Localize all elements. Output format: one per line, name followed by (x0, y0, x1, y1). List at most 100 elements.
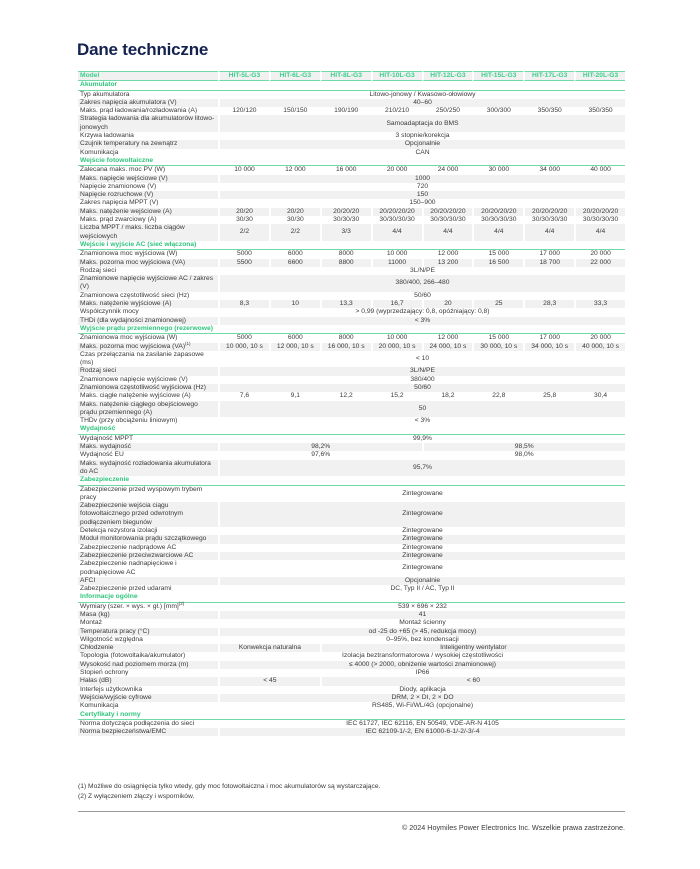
row-value: 12 000 (268, 166, 320, 175)
table-row: Krzywa ładowania 3 stopnie/korekcja (78, 132, 625, 141)
section-header: Wydajność (78, 425, 625, 435)
footnote-ref: (2) (178, 600, 185, 606)
row-value: Montaż ścienny (218, 619, 625, 628)
row-label-text: Maks. napięcie wejściowe (V) (80, 174, 168, 182)
row-label: Topologia (fotowoltaika/akumulator) (78, 652, 218, 660)
row-label-text: Maks. pozorna moc wyjściowa (VA) (80, 258, 186, 266)
row-value: 97,6% (218, 451, 422, 460)
row-value: 50/60 (218, 383, 625, 393)
row-value: 5500 (218, 258, 269, 267)
row-value: 380/400 (218, 375, 625, 384)
row-value: DC, Typ II / AC, Typ II (218, 585, 625, 594)
row-value: 150/150 (268, 107, 320, 116)
model-name: HIT-20L-G3 (574, 71, 625, 82)
section-title: Zabezpieczenie (78, 476, 625, 486)
row-label-text: Zabezpieczenie nadnapięciowe i podnapięc… (80, 560, 177, 576)
table-row: Komunikacja CAN (78, 148, 625, 157)
row-value: 16 000 (319, 166, 371, 175)
row-label-text: Wejście/wyjście cyfrowe (80, 693, 152, 701)
table-row: Strategia ładowania dla akumulatorów lit… (78, 115, 625, 133)
footnote-ref: (1) (185, 340, 191, 346)
row-value: 20 000 (574, 250, 625, 259)
row-value: 33,3 (574, 300, 625, 309)
row-label: Zabezpieczenie wejścia ciągu fotowoltaic… (78, 502, 218, 528)
row-value: 8,3 (218, 300, 269, 309)
row-value: 98,0% (421, 451, 626, 460)
row-label: Napięcie znamionowe (V) (78, 183, 218, 191)
row-value: RS485, Wi-Fi/WL/4G (opcjonalne) (218, 702, 625, 711)
row-label: Współczynnik mocy (78, 308, 218, 316)
table-row: Znamionowe napięcie wyjściowe (V) 380/400 (78, 375, 625, 384)
table-row: Temperatura pracy (°C) od -25 do +65 (> 4… (78, 627, 625, 636)
row-value: 20/20/20/20 (574, 207, 625, 217)
footnotes: (1) Możliwe do osiągnięcia tylko wtedy, … (78, 782, 380, 802)
row-value: 4/4 (523, 224, 575, 241)
row-label: Komunikacja (78, 149, 218, 157)
row-value: 2/2 (268, 224, 320, 241)
row-label: Liczba MPPT / maks. liczba ciągów wejści… (78, 224, 218, 241)
row-value: 95,7% (218, 459, 625, 477)
row-label: Zabezpieczenie przeciwzwarciowe AC (78, 551, 218, 561)
row-label-text: Wilgotność względna (80, 635, 143, 643)
table-row: Napięcie rozruchowe (V) 150 (78, 191, 625, 200)
row-label-text: Masa (kg) (80, 611, 110, 618)
row-label-text: Zabezpieczenie przed wyspowym trybem pra… (80, 485, 203, 501)
row-value: 20/20/20 (319, 207, 371, 217)
row-value: CAN (218, 148, 625, 157)
table-row: Komunikacja RS485, Wi-Fi/WL/4G (opcjonaln… (78, 702, 625, 711)
table-row: Moduł monitorowania prądu szczątkowego Zi… (78, 535, 625, 544)
table-row: Wejście/wyjście cyfrowe DRM, 2 × DI, 2 × … (78, 693, 625, 703)
table-row: Detekcja rezystora izolacji Zintegrowane (78, 527, 625, 536)
row-value: Zintegrowane (218, 535, 625, 544)
row-label: Norma dotycząca podłączenia do sieci (78, 720, 218, 728)
section-header: Informacje ogólne (78, 593, 625, 603)
row-value: 380/400, 266–480 (218, 275, 625, 292)
table-header-row: Model HIT-5L-G3 HIT-6L-G3 HIT-8L-G3 HIT-10L-… (78, 71, 625, 82)
row-label-text: Liczba MPPT / maks. liczba ciągów wejści… (80, 224, 185, 240)
row-label: Zabezpieczenie nadprądowe AC (78, 544, 218, 552)
row-value: > 0,99 (wyprzedzający: 0,8, opóźniający:… (218, 308, 625, 317)
row-label: Norma bezpieczeństwa/EMC (78, 728, 218, 737)
table-row: Norma bezpieczeństwa/EMC IEC 62109-1/-2, … (78, 728, 625, 737)
row-value: 40 000, 10 s (574, 342, 625, 351)
row-value: 10 000 (370, 250, 422, 259)
row-value: 8000 (319, 250, 371, 259)
section-title: Wejście i wyjście AC (sieć włączona) (78, 241, 625, 251)
row-label: Zalecana maks. moc PV (W) (78, 166, 218, 174)
row-value: 40–60 (218, 98, 625, 108)
row-value: 22,8 (472, 392, 523, 401)
row-value: 30/30/30/30 (523, 216, 574, 225)
row-label: Maks. wydajność (78, 443, 218, 452)
table-row: Znamionowa częstotliwość sieci (Hz) 50/60 (78, 291, 625, 301)
row-value: 150–900 (218, 199, 625, 208)
table-row: Chłodzenie Konwekcja naturalna Inteligentn… (78, 644, 625, 653)
row-value: 6000 (268, 334, 320, 343)
row-value: 34 000 (523, 166, 574, 175)
row-value: 17 000 (523, 250, 574, 259)
header-label: Model (78, 71, 218, 82)
row-label: Wymiary (szer. × wys. × gł.) [mm](2) (78, 600, 218, 611)
row-value: 20/20 (218, 207, 269, 217)
row-value: 0–95%, bez kondensacji (218, 635, 625, 645)
row-value: 720 (218, 182, 625, 192)
row-value: 16 500 (472, 258, 524, 267)
row-value: 30/30 (218, 216, 269, 225)
row-label-text: Maks. natężenie wyjściowe (A) (80, 300, 172, 308)
section-title: Wydajność (78, 425, 625, 435)
row-label: Interfejs użytkownika (78, 686, 218, 694)
row-value: 20/20/20/20 (523, 207, 575, 217)
row-label: Zabezpieczenie przed udarami (78, 585, 218, 593)
row-value: IP66 (218, 669, 625, 678)
row-value: 30/30 (268, 216, 320, 225)
table-row: Maks. natężenie wyjściowe (A) 8,3 10 13,3 16… (78, 300, 625, 309)
row-value: 18,2 (421, 392, 473, 401)
footnote-2: (2) Z wyłączeniem złączy i wsporników. (78, 793, 195, 800)
row-value: 4/4 (472, 224, 524, 241)
row-label: Zakres napięcia akumulatora (V) (78, 98, 218, 108)
row-value: 190/190 (319, 107, 371, 116)
row-label-text: Wysokość nad poziomem morza (m) (80, 660, 189, 668)
row-label: THDv (przy obciążeniu liniowym) (78, 417, 218, 425)
row-value: 20 000 (370, 166, 422, 175)
footnote-1: (1) Możliwe do osiągnięcia tylko wtedy, … (78, 783, 381, 790)
row-value: Izolacja beztransformatorowa / wysokiej … (218, 652, 625, 661)
